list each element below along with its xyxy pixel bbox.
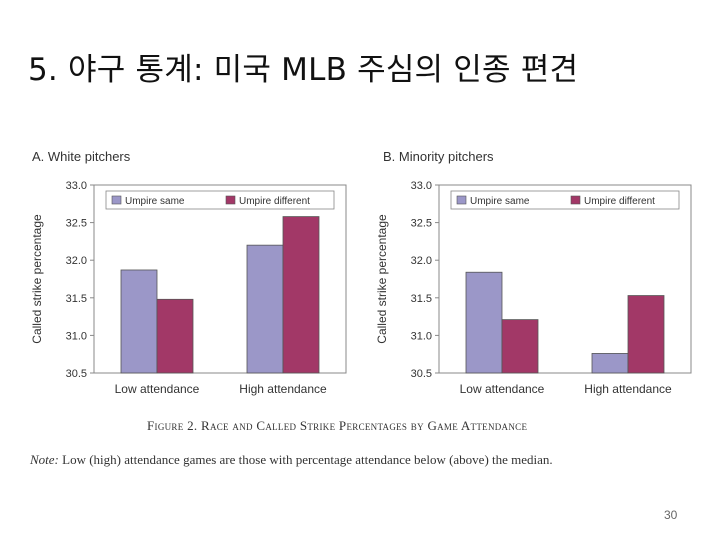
bar-chart: 30.5 31.0 31.5 32.0 32.5 33.0 Called strike pe… (30, 180, 347, 396)
chart-panel-white-pitchers: A. White pitchers 30.5 31.0 31.5 32.0 32.5 33… (30, 145, 360, 396)
y-tick-label: 31.0 (66, 330, 87, 342)
y-tick-label: 30.5 (411, 368, 432, 380)
page-number: 30 (664, 508, 678, 522)
bar-chart: 30.5 31.0 31.5 32.0 32.5 33.0 Called strike pe… (375, 180, 692, 396)
y-tick-label: 31.5 (411, 293, 432, 305)
bar (120, 269, 158, 374)
x-category-label: High attendance (584, 382, 672, 396)
chart-panel-minority-pitchers: B. Minority pitchers 30.5 31.0 31.5 32.0 32.… (375, 145, 705, 396)
x-category-label: Low attendance (115, 382, 200, 396)
legend-swatch (111, 195, 122, 205)
y-tick-label: 31.0 (411, 330, 432, 342)
bar (282, 216, 320, 374)
y-tick-label: 32.5 (66, 218, 87, 230)
figure-note-label: Note: (30, 452, 59, 467)
y-tick-label: 32.0 (411, 255, 432, 267)
x-category-label: Low attendance (460, 382, 545, 396)
bar (465, 271, 503, 374)
y-tick-label: 32.5 (411, 218, 432, 230)
bar (627, 295, 665, 374)
legend-swatch (225, 195, 236, 205)
figure-caption: Figure 2. Race and Called Strike Percent… (147, 418, 527, 434)
y-tick-label: 31.5 (66, 293, 87, 305)
legend-box (450, 190, 680, 210)
y-tick-label: 33.0 (411, 180, 432, 192)
figure-caption-text: Figure 2. Race and Called Strike Percent… (147, 418, 528, 433)
bar (246, 244, 284, 374)
figure-note: Note: Low (high) attendance games are th… (30, 452, 553, 468)
bar (156, 298, 194, 374)
y-tick-label: 30.5 (66, 368, 87, 380)
slide-title: 5. 야구 통계: 미국 MLB 주심의 인종 편견 (28, 52, 579, 88)
y-tick-label: 32.0 (66, 255, 87, 267)
chart-title: A. White pitchers (32, 149, 131, 164)
chart-title: B. Minority pitchers (383, 149, 494, 164)
y-tick-label: 33.0 (66, 180, 87, 192)
legend-label: Umpire same (125, 196, 185, 207)
legend-swatch (570, 195, 581, 205)
y-axis-label: Called strike percentage (30, 214, 44, 344)
legend-box (105, 190, 335, 210)
bar (591, 353, 629, 374)
legend-label: Umpire different (584, 196, 655, 207)
y-axis-label: Called strike percentage (375, 214, 389, 344)
x-category-label: High attendance (239, 382, 327, 396)
legend-swatch (456, 195, 467, 205)
legend-label: Umpire same (470, 196, 530, 207)
bar (501, 319, 539, 374)
figure-note-text: Low (high) attendance games are those wi… (58, 452, 553, 467)
legend-label: Umpire different (239, 196, 310, 207)
